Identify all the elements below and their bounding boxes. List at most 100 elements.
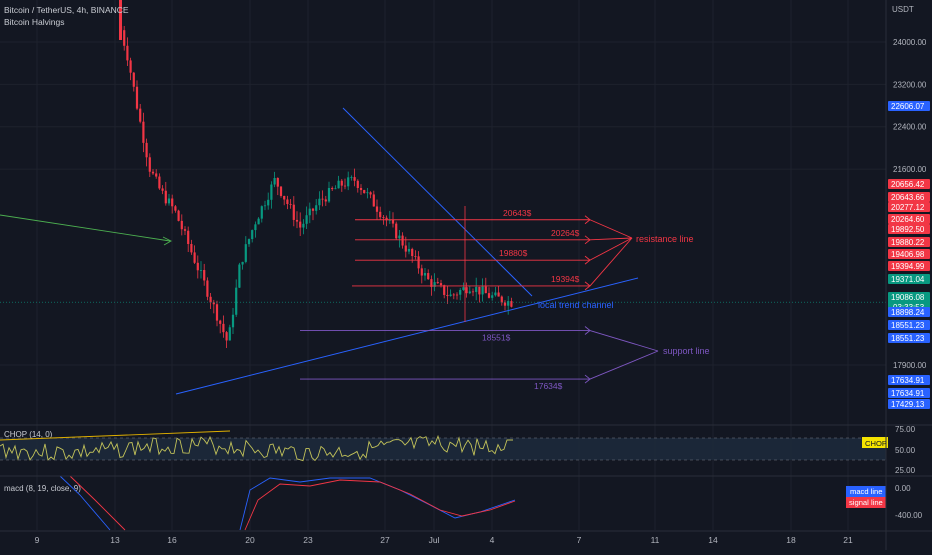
price-tag-value: 19394.99 bbox=[891, 262, 925, 271]
candle bbox=[257, 217, 260, 225]
resistance-text: resistance line bbox=[636, 234, 694, 244]
green-trend-arrow[interactable] bbox=[0, 214, 171, 242]
price-tag: 19394.99 bbox=[888, 261, 930, 271]
candle bbox=[401, 232, 404, 249]
candle bbox=[407, 242, 411, 255]
candle bbox=[359, 184, 363, 195]
candle bbox=[334, 185, 337, 190]
candle bbox=[340, 178, 343, 192]
candle bbox=[507, 296, 510, 315]
price-tag-value: 17634.91 bbox=[891, 389, 925, 398]
candle bbox=[286, 195, 289, 210]
candle bbox=[199, 261, 203, 279]
price-tag-value: 17634.91 bbox=[891, 376, 925, 385]
time-tick-label: 16 bbox=[167, 535, 177, 545]
resistance-level-label: 20643$ bbox=[503, 208, 532, 218]
chop-line bbox=[0, 434, 513, 462]
candle bbox=[478, 286, 481, 303]
descending-trendline[interactable] bbox=[342, 107, 533, 297]
candle bbox=[174, 204, 177, 213]
candle bbox=[126, 37, 129, 67]
candle bbox=[279, 185, 283, 198]
candle bbox=[123, 25, 126, 51]
chop-tag: CHOP bbox=[865, 439, 887, 448]
candle bbox=[273, 171, 276, 188]
time-tick-label: 9 bbox=[35, 535, 40, 545]
candle bbox=[327, 181, 331, 203]
price-tag: 19892.50 bbox=[888, 224, 930, 234]
candle bbox=[305, 206, 308, 230]
support-pointer-line bbox=[589, 330, 659, 352]
macd-legend-signal: signal line bbox=[849, 498, 883, 507]
candle bbox=[420, 264, 423, 284]
candle bbox=[388, 210, 391, 224]
candle bbox=[225, 330, 228, 349]
candle bbox=[427, 269, 430, 280]
candle bbox=[455, 292, 459, 300]
price-tag-value: 19086.08 bbox=[891, 293, 925, 302]
candle bbox=[318, 191, 321, 211]
candle bbox=[292, 196, 295, 227]
arrow-head-icon bbox=[584, 374, 591, 384]
price-tag-value: 20277.12 bbox=[891, 203, 925, 212]
price-tag-value: 20643.66 bbox=[891, 193, 925, 202]
arrow-head-icon bbox=[162, 236, 172, 246]
candle bbox=[414, 250, 417, 260]
time-tick-label: 4 bbox=[490, 535, 495, 545]
price-tag: 17634.91 bbox=[888, 375, 930, 385]
macd-line bbox=[59, 475, 111, 531]
candle bbox=[164, 181, 167, 206]
candle bbox=[180, 214, 183, 236]
candle bbox=[385, 215, 388, 227]
candle bbox=[369, 191, 372, 199]
candle bbox=[260, 205, 263, 223]
time-tick-label: 23 bbox=[303, 535, 313, 545]
time-tick-label: 14 bbox=[708, 535, 718, 545]
candle bbox=[145, 138, 148, 167]
price-tag: 19406.98 bbox=[888, 249, 930, 259]
candle bbox=[155, 169, 158, 179]
candle bbox=[241, 261, 244, 270]
resistance-pointer-line bbox=[589, 237, 633, 261]
candle bbox=[311, 207, 315, 221]
candle bbox=[417, 251, 420, 274]
candle bbox=[215, 300, 219, 327]
price-tag: 20277.12 bbox=[888, 202, 930, 212]
candle bbox=[452, 293, 455, 300]
candle bbox=[247, 238, 251, 247]
price-tag-value: 19892.50 bbox=[891, 225, 925, 234]
candle bbox=[423, 268, 427, 281]
currency-label: USDT bbox=[892, 5, 914, 14]
candle bbox=[462, 282, 465, 291]
candle bbox=[289, 198, 292, 209]
time-tick-label: 7 bbox=[577, 535, 582, 545]
candle bbox=[487, 287, 491, 299]
candle bbox=[219, 319, 222, 334]
price-tag: 18551.23 bbox=[888, 333, 930, 343]
candle bbox=[433, 273, 436, 292]
support-level-label: 18551$ bbox=[482, 333, 511, 343]
candle bbox=[459, 287, 462, 301]
candle bbox=[132, 71, 135, 92]
candle bbox=[366, 187, 369, 199]
ascending-trendline[interactable] bbox=[175, 277, 639, 395]
candle bbox=[363, 189, 366, 194]
candle bbox=[222, 315, 225, 338]
chop-trendline[interactable] bbox=[0, 430, 231, 441]
price-tag: 18551.23 bbox=[888, 320, 930, 330]
price-tick-label: 22400.00 bbox=[893, 123, 927, 132]
candle bbox=[283, 195, 286, 206]
price-tag-value: 17429.13 bbox=[891, 400, 925, 409]
candle bbox=[151, 169, 155, 176]
candle bbox=[497, 285, 500, 297]
resistance-level-label: 20264$ bbox=[551, 228, 580, 238]
time-tick-label: 27 bbox=[380, 535, 390, 545]
arrow-head-icon bbox=[584, 326, 591, 335]
candle bbox=[196, 255, 199, 279]
support-pointer-line bbox=[589, 350, 659, 380]
candle bbox=[443, 284, 446, 299]
candle bbox=[254, 221, 257, 238]
candle bbox=[500, 295, 503, 306]
